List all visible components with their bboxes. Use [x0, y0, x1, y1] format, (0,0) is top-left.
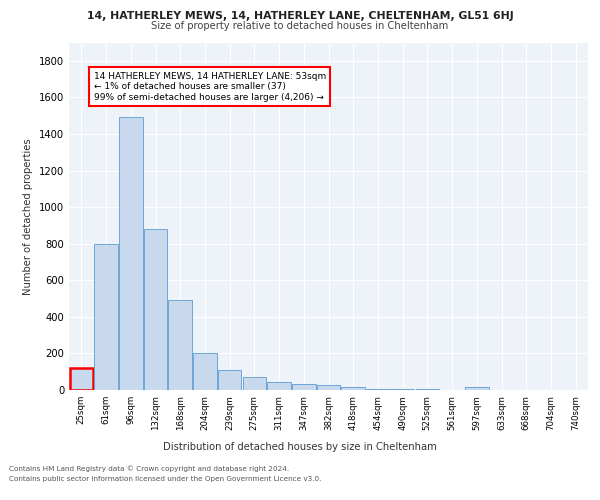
Text: 14, HATHERLEY MEWS, 14, HATHERLEY LANE, CHELTENHAM, GL51 6HJ: 14, HATHERLEY MEWS, 14, HATHERLEY LANE, … [86, 11, 514, 21]
Bar [268, 382, 291, 390]
Text: Size of property relative to detached houses in Cheltenham: Size of property relative to detached ho… [151, 21, 449, 31]
Bar [341, 388, 365, 390]
Bar [144, 229, 167, 390]
Bar [366, 388, 389, 390]
Bar [70, 368, 93, 390]
Text: Contains public sector information licensed under the Open Government Licence v3: Contains public sector information licen… [9, 476, 322, 482]
Bar [94, 244, 118, 390]
Bar [218, 370, 241, 390]
Text: Distribution of detached houses by size in Cheltenham: Distribution of detached houses by size … [163, 442, 437, 452]
Bar [391, 389, 415, 390]
Bar [169, 300, 192, 390]
Bar [292, 384, 316, 390]
Bar [119, 118, 143, 390]
Bar [242, 377, 266, 390]
Text: Contains HM Land Registry data © Crown copyright and database right 2024.: Contains HM Land Registry data © Crown c… [9, 466, 289, 472]
Bar [465, 386, 488, 390]
Bar [317, 386, 340, 390]
Y-axis label: Number of detached properties: Number of detached properties [23, 138, 34, 294]
Text: 14 HATHERLEY MEWS, 14 HATHERLEY LANE: 53sqm
← 1% of detached houses are smaller : 14 HATHERLEY MEWS, 14 HATHERLEY LANE: 53… [94, 72, 326, 102]
Bar [193, 354, 217, 390]
